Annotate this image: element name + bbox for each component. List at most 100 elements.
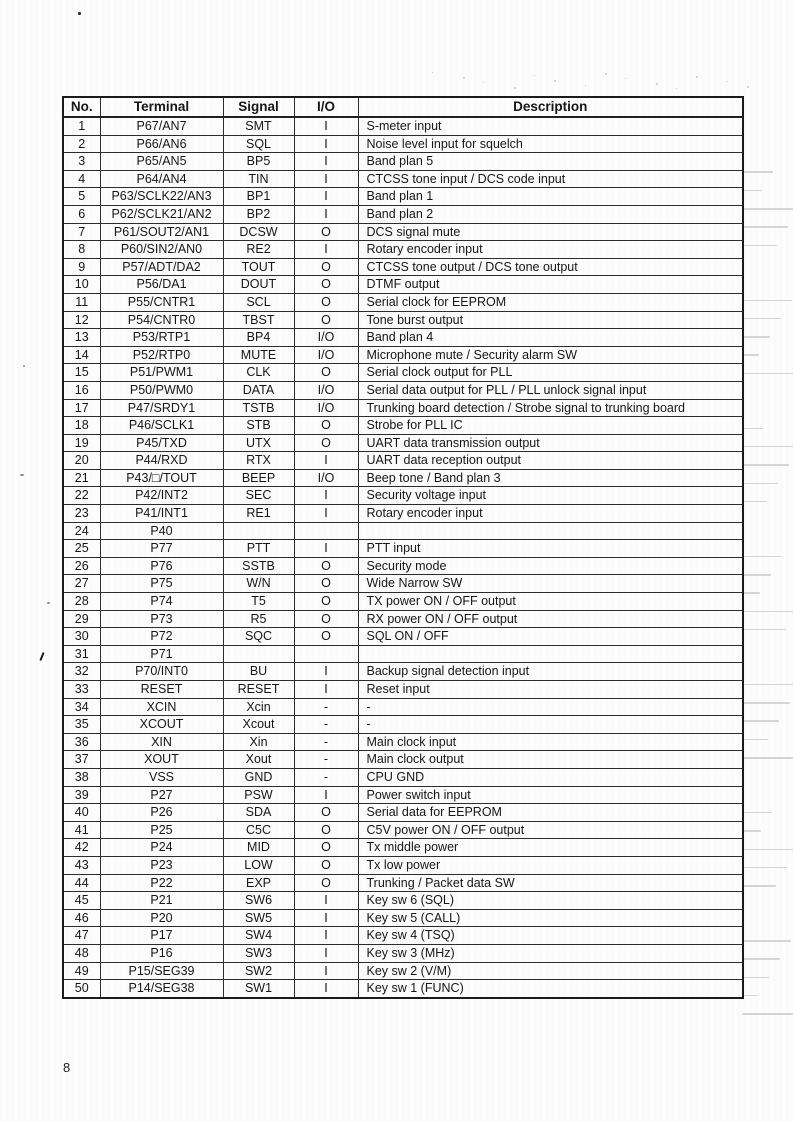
signal-cell: BP4 (222, 328, 295, 347)
description-cell: Main clock output (357, 750, 744, 769)
table-row: 45 P21 SW6 I Key sw 6 (SQL) (62, 891, 744, 910)
terminal-cell: P53/RTP1 (99, 328, 224, 347)
scan-speck (534, 75, 535, 76)
io-cell: O (293, 873, 359, 893)
terminal-cell: P56/DA1 (99, 275, 224, 294)
table-row: 5 P63/SCLK22/AN3 BP1 I Band plan 1 (62, 187, 744, 206)
no-cell: 9 (62, 257, 101, 277)
description-cell: Rotary encoder input (357, 504, 744, 523)
scan-streak (742, 811, 772, 814)
description-cell: Main clock input (357, 732, 744, 752)
io-cell: I (293, 504, 359, 523)
io-cell: O (293, 275, 359, 294)
terminal-cell: RESET (99, 680, 224, 699)
scan-streak (742, 574, 771, 576)
table-row: 2 P66/AN6 SQL I Noise level input for squelc… (62, 134, 744, 154)
signal-cell: SSTB (222, 556, 295, 576)
signal-cell: CLK (222, 363, 295, 382)
io-cell: O (293, 627, 359, 646)
terminal-cell: P67/AN7 (99, 116, 224, 136)
terminal-cell: P15/SEG39 (99, 961, 224, 981)
terminal-cell: P40 (99, 521, 224, 541)
scan-streak (742, 757, 793, 759)
description-cell: Key sw 3 (MHz) (357, 943, 744, 963)
io-cell: I (293, 240, 359, 259)
no-cell: 32 (62, 662, 101, 681)
terminal-cell: P22 (99, 873, 224, 893)
signal-cell: C5C (222, 820, 295, 840)
scan-streak (742, 830, 761, 832)
io-cell: I (293, 134, 359, 154)
description-cell: Band plan 5 (357, 152, 744, 171)
scan-streak (742, 702, 790, 704)
table-row: 39 P27 PSW I Power switch input (62, 785, 744, 805)
description-cell: Serial clock for EEPROM (357, 292, 744, 312)
no-cell: 19 (62, 433, 101, 453)
io-cell: I (293, 169, 359, 189)
no-cell: 6 (62, 204, 101, 224)
description-cell: C5V power ON / OFF output (357, 820, 744, 840)
io-cell: O (293, 416, 359, 435)
signal-cell: TBST (222, 310, 295, 330)
no-cell: 38 (62, 767, 101, 787)
description-cell: Rotary encoder input (357, 240, 744, 259)
scan-streak (742, 354, 759, 356)
scan-speck (514, 87, 516, 89)
table-row: 28 P74 T5 O TX power ON / OFF output (62, 592, 744, 611)
no-cell: 13 (62, 328, 101, 347)
no-cell: 2 (62, 134, 101, 154)
terminal-cell: P20 (99, 908, 224, 928)
scan-streak (742, 555, 782, 558)
description-cell: Key sw 1 (FUNC) (357, 979, 744, 999)
description-cell: - (357, 715, 744, 734)
no-cell: 40 (62, 803, 101, 822)
signal-cell: RTX (222, 451, 295, 470)
table-row: 30 P72 SQC O SQL ON / OFF (62, 627, 744, 646)
description-cell: DTMF output (357, 275, 744, 294)
table-row: 16 P50/PWM0 DATA I/O Serial data output for … (62, 380, 744, 400)
io-cell: I (293, 539, 359, 558)
no-cell: 12 (62, 310, 101, 330)
table-row: 20 P44/RXD RTX I UART data reception output (62, 451, 744, 470)
description-cell (357, 521, 744, 541)
io-cell: I/O (293, 328, 359, 347)
table-row: 49 P15/SEG39 SW2 I Key sw 2 (V/M) (62, 961, 744, 981)
io-cell: - (293, 750, 359, 769)
page-number: 8 (63, 1060, 71, 1075)
table-row: 46 P20 SW5 I Key sw 5 (CALL) (62, 908, 744, 928)
scan-streak (742, 464, 789, 466)
table-row: 37 XOUT Xout - Main clock output (62, 750, 744, 769)
terminal-cell: P72 (99, 627, 224, 646)
io-cell: O (293, 222, 359, 242)
table-row: 50 P14/SEG38 SW1 I Key sw 1 (FUNC) (62, 979, 744, 999)
scan-streak (742, 208, 793, 210)
signal-cell: Xin (222, 732, 295, 752)
signal-cell: SQL (222, 134, 295, 154)
description-cell: Backup signal detection input (357, 662, 744, 681)
io-cell: O (293, 609, 359, 629)
signal-cell: SEC (222, 486, 295, 506)
scan-streak (742, 299, 792, 301)
terminal-cell: P63/SCLK22/AN3 (99, 187, 224, 206)
no-cell: 1 (62, 116, 101, 136)
signal-cell: BP1 (222, 187, 295, 206)
description-cell: Beep tone / Band plan 3 (357, 468, 744, 488)
terminal-cell: P21 (99, 891, 224, 910)
no-cell: 41 (62, 820, 101, 840)
description-cell: RX power ON / OFF output (357, 609, 744, 629)
terminal-cell: P66/AN6 (99, 134, 224, 154)
scan-speck (78, 12, 81, 15)
signal-cell: PTT (222, 539, 295, 558)
terminal-cell: P51/PWM1 (99, 363, 224, 382)
signal-cell: DCSW (222, 222, 295, 242)
terminal-cell: P57/ADT/DA2 (99, 257, 224, 277)
table-row: 40 P26 SDA O Serial data for EEPROM (62, 803, 744, 822)
scan-speck (676, 88, 677, 89)
terminal-cell: P17 (99, 926, 224, 945)
scan-streak (742, 244, 777, 247)
description-cell (357, 644, 744, 664)
signal-cell: Xout (222, 750, 295, 769)
terminal-cell: P76 (99, 556, 224, 576)
scan-streak (742, 885, 776, 887)
